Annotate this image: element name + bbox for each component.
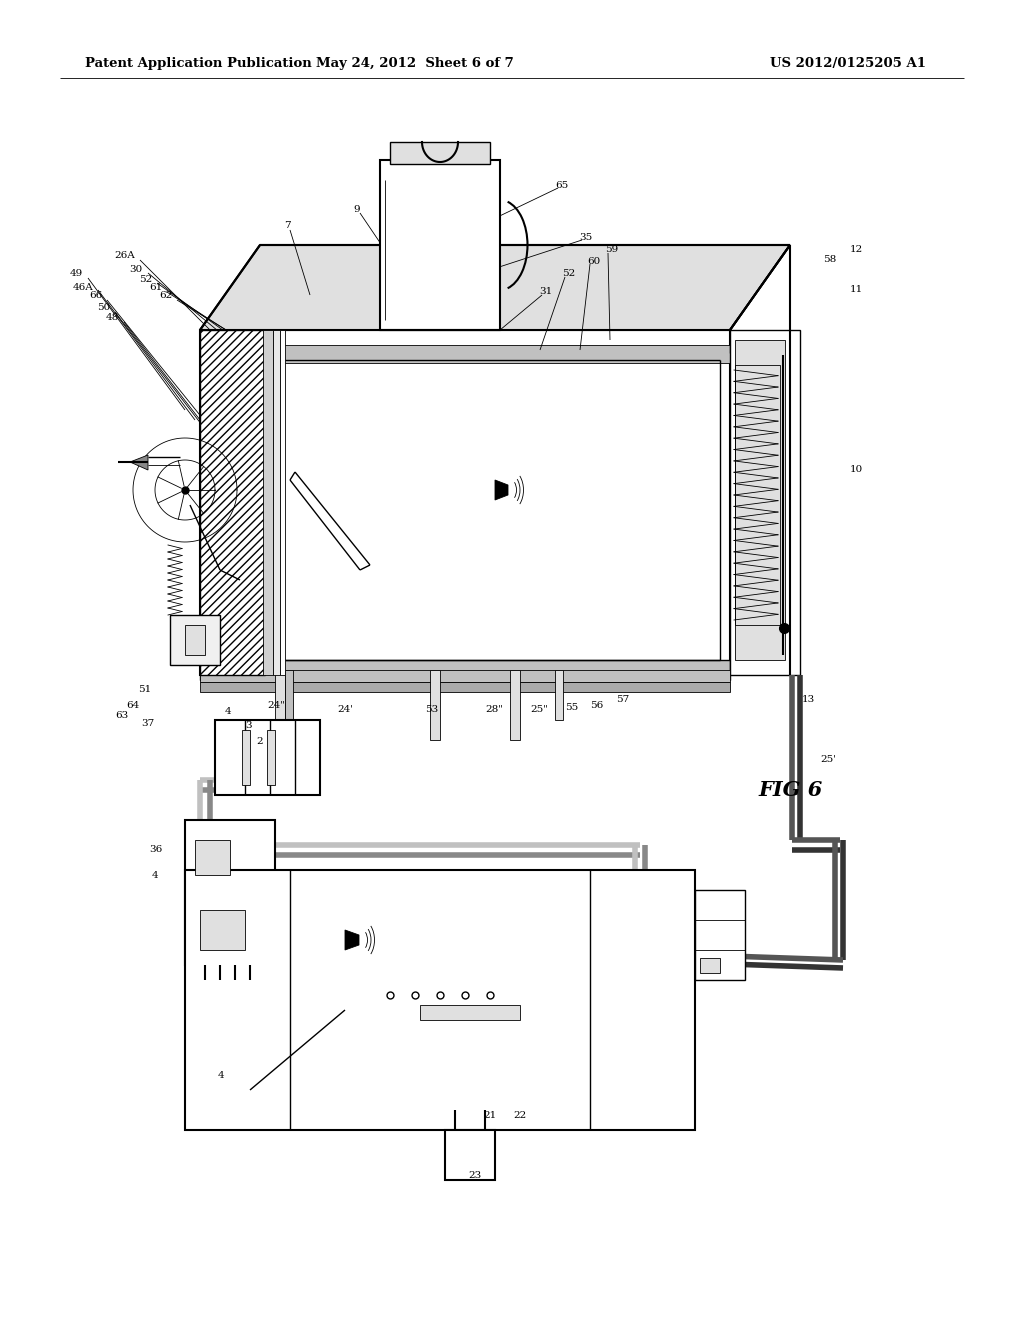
Bar [430, 671, 440, 741]
Bar [555, 671, 563, 719]
Text: 37: 37 [141, 718, 155, 727]
Bar [730, 330, 800, 675]
Text: 23: 23 [468, 1171, 481, 1180]
Text: 22: 22 [513, 1110, 526, 1119]
Text: 62: 62 [159, 292, 172, 301]
Text: May 24, 2012  Sheet 6 of 7: May 24, 2012 Sheet 6 of 7 [316, 57, 514, 70]
Bar [735, 341, 785, 660]
Text: 49: 49 [70, 269, 83, 279]
Text: 64: 64 [126, 701, 139, 710]
Bar [185, 870, 695, 1130]
Text: 51: 51 [138, 685, 152, 694]
Text: 7: 7 [284, 222, 291, 231]
Bar [275, 671, 285, 741]
Text: 12: 12 [850, 246, 863, 255]
Bar [215, 719, 319, 795]
Bar [285, 671, 293, 741]
Text: 46A: 46A [73, 282, 93, 292]
Text: 24": 24" [267, 701, 285, 710]
Text: 30: 30 [130, 264, 143, 273]
Text: 4: 4 [218, 1071, 224, 1080]
Bar [263, 330, 273, 675]
Text: 61: 61 [148, 284, 162, 293]
Text: 52: 52 [138, 275, 152, 284]
Bar [510, 671, 520, 741]
Text: 13: 13 [802, 696, 815, 705]
Bar [200, 682, 730, 692]
Bar [273, 330, 280, 675]
Text: 56: 56 [591, 701, 603, 710]
Text: 21: 21 [483, 1110, 497, 1119]
Text: 1: 1 [267, 752, 274, 762]
Bar [242, 730, 250, 785]
Text: 59: 59 [605, 246, 618, 255]
Text: 31: 31 [540, 288, 553, 297]
Text: 11: 11 [850, 285, 863, 294]
Text: 63: 63 [116, 710, 129, 719]
Bar [735, 366, 780, 624]
Text: 57: 57 [616, 696, 630, 705]
Bar [200, 660, 730, 680]
Bar [420, 1005, 520, 1020]
Text: 25": 25" [530, 705, 548, 714]
Text: 28": 28" [485, 705, 503, 714]
Text: 9: 9 [353, 205, 360, 214]
Text: 25': 25' [820, 755, 836, 764]
Text: 48: 48 [105, 314, 119, 322]
Polygon shape [345, 931, 359, 950]
Bar [200, 330, 265, 675]
Bar [200, 909, 245, 950]
Text: 66: 66 [89, 292, 102, 301]
Text: 53: 53 [425, 705, 438, 714]
Bar [200, 671, 730, 682]
Text: 50: 50 [96, 304, 110, 313]
Text: 65: 65 [555, 181, 568, 190]
Bar [380, 160, 500, 330]
Bar [445, 1130, 495, 1180]
Bar [170, 615, 220, 665]
Bar [260, 345, 730, 363]
Bar [185, 820, 275, 965]
Text: 26A: 26A [115, 252, 135, 260]
Text: 4: 4 [224, 708, 231, 717]
Bar [200, 330, 730, 675]
Bar [695, 890, 745, 979]
Text: 2: 2 [257, 738, 263, 747]
Text: 4: 4 [152, 870, 158, 879]
Text: 10: 10 [850, 466, 863, 474]
Polygon shape [495, 480, 508, 500]
Polygon shape [200, 246, 790, 330]
Text: 60: 60 [588, 256, 601, 265]
Text: US 2012/0125205 A1: US 2012/0125205 A1 [770, 57, 926, 70]
Bar [390, 143, 490, 164]
Bar [195, 840, 230, 875]
Text: Patent Application Publication: Patent Application Publication [85, 57, 311, 70]
Text: FIG 6: FIG 6 [758, 780, 822, 800]
Bar [185, 624, 205, 655]
Polygon shape [130, 455, 148, 470]
Bar [267, 730, 275, 785]
Text: 35: 35 [580, 232, 593, 242]
Text: 58: 58 [823, 256, 837, 264]
Bar [700, 958, 720, 973]
Text: 24': 24' [337, 705, 353, 714]
Bar [280, 330, 285, 675]
Text: 3: 3 [246, 722, 252, 730]
Text: 52: 52 [562, 269, 575, 279]
Text: 36: 36 [150, 846, 163, 854]
Text: 55: 55 [565, 702, 579, 711]
